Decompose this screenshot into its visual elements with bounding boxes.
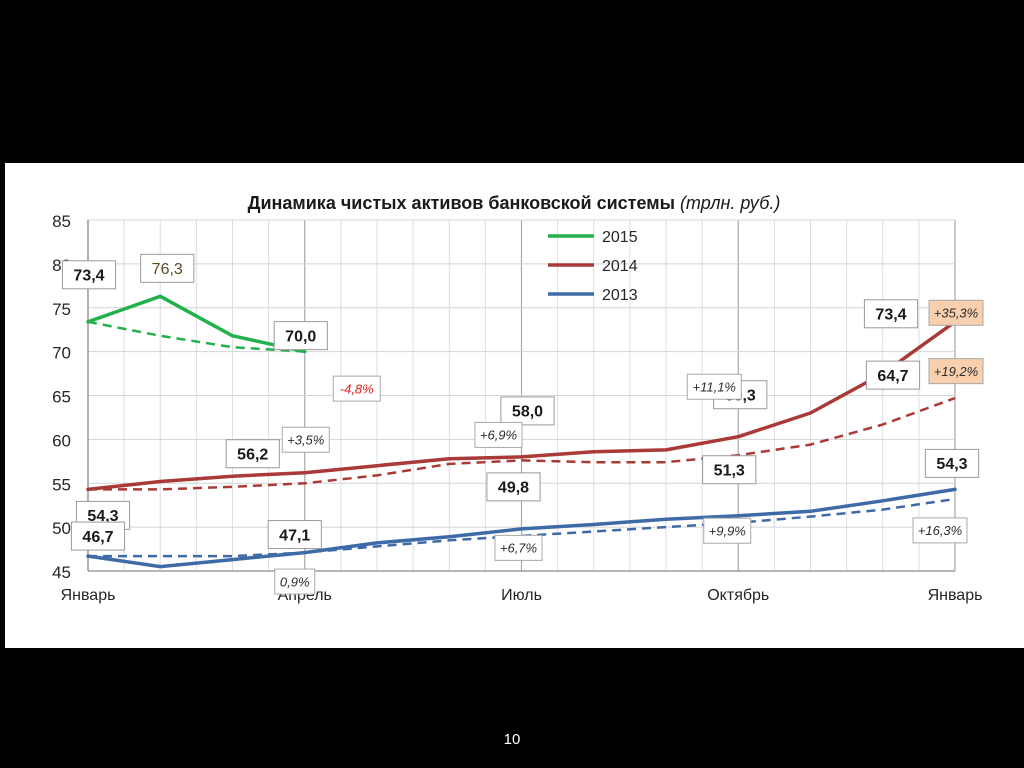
annotation-label: 73,4 bbox=[73, 268, 104, 285]
x-tick-label: Январь bbox=[61, 587, 116, 604]
annotation-label: 76,3 bbox=[152, 261, 183, 278]
annotation-label: 70,0 bbox=[285, 328, 316, 345]
chart-panel: 85 80 75 70 65 60 55 50 45 Январь Апрель Июль Октябр… bbox=[5, 163, 1024, 648]
annotation-box bbox=[70, 521, 126, 551]
annotation-label: 51,3 bbox=[714, 462, 745, 479]
annotation-box bbox=[267, 520, 322, 550]
annotation-box bbox=[474, 421, 523, 448]
y-tick-label: 45 bbox=[52, 563, 71, 582]
annotation-box bbox=[61, 260, 117, 290]
y-tick-label: 65 bbox=[52, 388, 71, 407]
annotation-box bbox=[281, 426, 330, 453]
chart-title: Динамика чистых активов банковской систе… bbox=[248, 193, 781, 213]
annotation-box bbox=[863, 299, 919, 329]
x-tick-label: Октябрь bbox=[707, 587, 769, 604]
annotation-box bbox=[500, 396, 555, 426]
annotation-box bbox=[912, 517, 968, 544]
series-line-2015 bbox=[86, 294, 307, 354]
annotation-box bbox=[332, 375, 381, 402]
series-line-2013 bbox=[86, 487, 957, 569]
annotation-label: 56,2 bbox=[237, 446, 268, 463]
annotation-box bbox=[865, 360, 921, 390]
annotation-box bbox=[486, 472, 541, 502]
annotation-box bbox=[928, 299, 984, 326]
annotation-label: 73,4 bbox=[875, 307, 906, 324]
x-tick-label: Июль bbox=[501, 587, 542, 604]
annotation-label: 54,3 bbox=[87, 508, 118, 525]
trend-line-2015 bbox=[87, 320, 305, 353]
annotation-label: +11,1% bbox=[693, 379, 737, 394]
y-tick-label: 85 bbox=[52, 212, 71, 231]
annotation-label: 46,7 bbox=[82, 529, 113, 546]
trend-line-2014 bbox=[88, 396, 956, 491]
annotation-label: 49,8 bbox=[498, 480, 529, 497]
annotation-box bbox=[273, 321, 328, 351]
annotation-box bbox=[140, 253, 195, 283]
legend-label-2015: 2015 bbox=[602, 229, 638, 246]
annotation-label: +9,9% bbox=[709, 523, 746, 538]
annotation-label: +35,3% bbox=[934, 305, 978, 320]
y-tick-label: 60 bbox=[52, 431, 71, 450]
y-tick-label: 55 bbox=[52, 475, 71, 494]
annotation-box bbox=[702, 455, 757, 485]
annotation-box bbox=[703, 517, 752, 544]
annotation-label: 47,1 bbox=[279, 527, 310, 544]
annotation-label: -4,8% bbox=[340, 381, 374, 396]
page-number: 10 bbox=[503, 731, 521, 748]
annotation-label: 64,7 bbox=[877, 368, 908, 385]
y-tick-label: 50 bbox=[52, 519, 71, 538]
annotation-label: 58,0 bbox=[512, 404, 543, 421]
annotation-box bbox=[928, 358, 984, 385]
annotation-box bbox=[494, 534, 543, 561]
annotation-box bbox=[924, 448, 980, 478]
annotation-box bbox=[686, 373, 742, 400]
annotation-label: 0,9% bbox=[280, 574, 310, 589]
legend-label-2013: 2013 bbox=[602, 287, 638, 304]
x-tick-label: Январь bbox=[928, 587, 983, 604]
annotation-label: +6,9% bbox=[480, 428, 517, 443]
annotation-label: +19,2% bbox=[934, 364, 978, 379]
annotation-box bbox=[274, 568, 316, 595]
annotation-box bbox=[225, 439, 280, 469]
y-tick-label: 70 bbox=[52, 344, 71, 363]
legend-label-2014: 2014 bbox=[602, 258, 638, 275]
y-tick-label: 75 bbox=[52, 300, 71, 319]
annotation-label: 54,3 bbox=[936, 456, 967, 473]
annotation-label: +3,5% bbox=[287, 432, 324, 447]
annotation-label: +16,3% bbox=[918, 523, 962, 538]
series-line-2014 bbox=[86, 320, 957, 492]
annotation-label: +6,7% bbox=[500, 541, 537, 556]
trend-line-2013 bbox=[88, 497, 956, 558]
